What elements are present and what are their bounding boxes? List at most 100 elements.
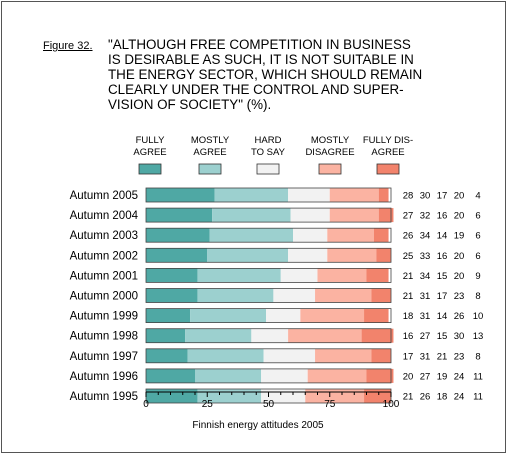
data-label: 11 [473,371,483,382]
legend-label: TO SAY [251,147,286,158]
data-label: 17 [403,351,414,362]
data-label: 18 [403,311,414,322]
data-label: 31 [420,351,431,362]
data-label: 8 [475,351,480,362]
data-label: 21 [403,392,414,403]
bar-segment [315,348,372,363]
data-label: 13 [473,331,484,342]
bar-segment [146,188,215,202]
data-label: 14 [437,311,448,322]
bar-segment [364,308,389,323]
legend-swatch-fully-dis-agree [376,163,400,175]
legend-label: AGREE [371,147,404,158]
category-label: Autumn 1997 [70,351,138,363]
bar-segment [300,308,365,323]
data-label: 6 [475,251,480,262]
data-label: 16 [437,211,448,222]
legend-label: AGREE [193,147,226,158]
data-label: 34 [420,271,431,282]
bar-outline [145,227,392,243]
x-axis-label: Finnish energy attitudes 2005 [192,420,324,431]
bar-segment [261,368,308,383]
bar-outline [145,348,392,364]
bar-segment [212,208,291,223]
bar-outline [145,328,392,344]
data-label: 34 [420,231,431,242]
data-label: 15 [437,331,448,342]
bar-segment [263,348,316,363]
bar-segment [378,208,394,223]
bar-segment [327,228,374,243]
category-label: Autumn 1996 [70,371,138,383]
data-label: 26 [454,311,465,322]
data-label: 30 [420,191,431,202]
bar-segment [146,328,186,343]
data-label: 25 [403,251,414,262]
bar-segment [197,288,274,303]
bar-segment [371,288,391,303]
bar-segment [361,328,394,343]
data-label: 14 [437,231,448,242]
data-label: 4 [475,191,480,202]
data-label: 6 [475,231,480,242]
legend-label: FULLY [136,135,166,146]
legend-label: AGREE [133,147,166,158]
data-label: 10 [473,311,484,322]
bar-segment [288,328,362,343]
data-label: 20 [403,371,414,382]
data-label: 26 [420,392,431,403]
bar-segment [146,268,198,283]
data-label: 27 [403,211,414,222]
bar-segment [146,208,213,223]
data-label: 9 [475,271,480,282]
data-label: 16 [437,251,448,262]
bar-outline [145,368,392,384]
bars: Autumn 2005 28 30 17 20 4 Autumn 2004 27 32 16 20 6… [70,187,484,404]
bar-segment [371,348,391,363]
data-label: 8 [475,291,480,302]
x-axis: 0 25 50 75 100 [143,391,400,410]
legend-label: MOSTLY [191,135,230,146]
bar-segment [146,348,188,363]
data-label: 21 [403,271,414,282]
bar-segment [214,188,289,202]
category-label: Autumn 2000 [70,291,138,303]
bar-segment [366,368,394,383]
bar-segment [146,288,198,303]
x-tick-label: 75 [324,399,336,410]
bar-segment [307,368,367,383]
bar-segment [251,328,289,343]
data-label: 21 [437,351,448,362]
legend-label: MOSTLY [311,135,350,146]
data-label: 20 [454,191,465,202]
x-tick-label: 25 [202,399,214,410]
data-label: 11 [473,392,483,403]
x-tick-label: 100 [383,399,400,410]
bar-outline [145,308,392,324]
data-label: 19 [437,371,448,382]
x-tick-label: 0 [143,399,149,410]
bar-segment [376,248,391,263]
bar-segment [315,288,372,303]
bar-segment [146,368,195,383]
data-label: 24 [454,392,465,403]
data-label: 33 [420,251,431,262]
bar-segment [329,208,379,223]
bar-segment [366,268,389,283]
category-label: Autumn 1998 [70,331,138,343]
data-label: 30 [454,331,465,342]
data-label: 16 [403,331,414,342]
legend-swatch-mostly-disagree [318,163,342,175]
data-label: 20 [454,251,465,262]
bar-segment [327,248,377,263]
bar-segment [373,228,389,243]
bar-segment [207,248,289,263]
data-label: 23 [454,351,465,362]
legend-swatch-mostly-agree [198,163,222,175]
figure-label: Figure 32. [43,40,93,52]
category-label: Autumn 2002 [70,250,138,262]
bar-segment [317,268,367,283]
category-label: Autumn 2004 [70,210,139,222]
data-label: 19 [454,231,465,242]
